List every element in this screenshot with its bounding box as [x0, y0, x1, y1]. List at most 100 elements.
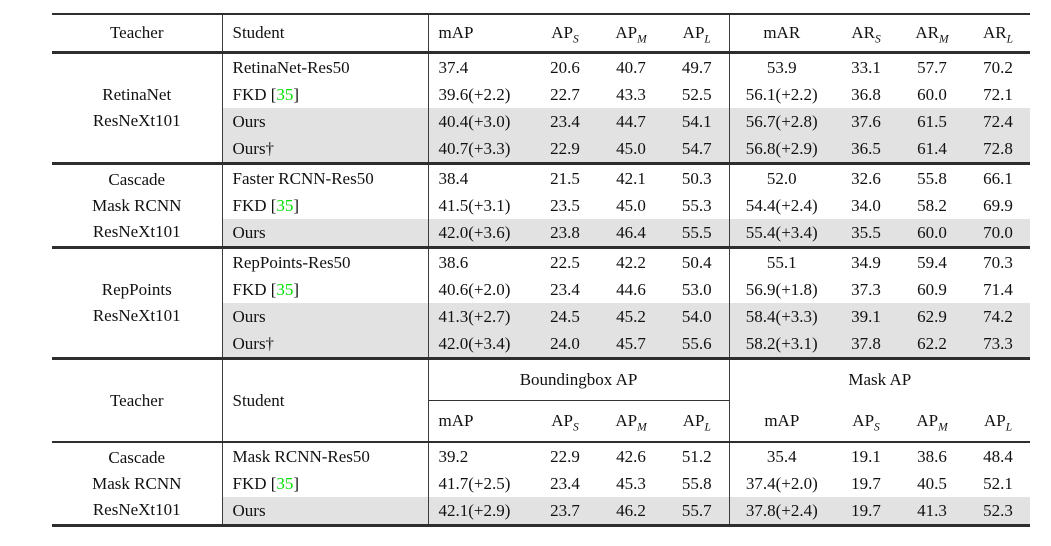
metric-value-cell: 23.8: [533, 219, 597, 248]
citation-link[interactable]: 35: [276, 279, 294, 299]
metric-value-cell: 53.0: [665, 276, 730, 303]
metric-value-cell: 72.4: [966, 108, 1030, 135]
teacher-cell: Cascade Mask RCNN ResNeXt101: [52, 163, 223, 248]
metric-value-cell: 62.2: [898, 330, 966, 357]
citation-link[interactable]: 35: [276, 195, 294, 215]
metric-value-cell: 41.3(+2.7): [428, 303, 533, 330]
teacher-group: RepPoints ResNeXt101 RepPoints-Res50 38.6 22…: [52, 247, 1030, 357]
student-label: FKD [: [232, 473, 277, 493]
metric-value-cell: 39.1: [834, 303, 898, 330]
metric-value-cell: 54.1: [665, 108, 730, 135]
student-column-header: Student: [222, 358, 429, 442]
metric-label: mAP: [438, 411, 474, 430]
metric-value-cell: 41.7(+2.5): [438, 473, 511, 493]
column-header-row: mAP APS APM APL mAP APS APM APL: [52, 400, 1030, 443]
student-label: Ours: [232, 111, 266, 131]
metric-col-header: mAP: [729, 401, 834, 443]
segmentation-table-header: Teacher Student Boundingbox AP Mask AP mAP AP…: [52, 358, 1031, 443]
metric-value-cell: 40.7: [616, 57, 646, 77]
metric-value-cell: 46.4: [597, 219, 665, 248]
teacher-name-line: Cascade: [108, 169, 166, 189]
metric-subscript: M: [939, 33, 949, 46]
metric-value-cell: 52.1: [983, 473, 1013, 493]
metric-value-cell: 46.2: [597, 497, 665, 526]
teacher-group: Cascade Mask RCNN ResNeXt101 Faster RCNN-Re…: [52, 163, 1030, 248]
metric-value-cell: 38.4: [438, 168, 469, 188]
citation-link[interactable]: 35: [276, 473, 294, 493]
student-cell: Ours†: [222, 135, 429, 164]
metric-value-cell: 55.3: [665, 192, 730, 219]
metric-value-cell: 61.5: [898, 108, 966, 135]
metric-value-cell: 22.7: [550, 84, 580, 104]
metric-label: AP: [682, 23, 705, 42]
paper-table-figure: Teacher Student mAP APS APM APL mAR ARS ARM ARL R…: [52, 13, 1031, 527]
metric-value-cell: 42.1: [616, 168, 646, 188]
teacher-column-header: Teacher: [52, 358, 223, 442]
metric-value-cell: 55.8: [917, 168, 947, 188]
metric-subscript: S: [874, 421, 880, 434]
metric-subscript: M: [637, 33, 647, 46]
metric-value-cell: 60.9: [917, 279, 947, 299]
metric-value-cell: 38.6: [438, 252, 469, 272]
metric-label: AP: [615, 411, 638, 430]
result-row-ours: Ours 41.3(+2.7) 24.5 45.2 54.0 58.4(+3.3) 39.1…: [52, 303, 1030, 330]
metric-value-cell: 70.3: [983, 252, 1013, 272]
teacher-cell: RepPoints ResNeXt101: [52, 247, 223, 357]
metric-value-cell: 49.7: [665, 52, 730, 81]
metric-value-cell: 32.6: [851, 168, 881, 188]
metric-value-cell: 21.5: [550, 168, 580, 188]
metric-value-cell: 23.7: [533, 497, 597, 526]
detection-results-table: Teacher Student mAP APS APM APL mAR ARS ARM ARL R…: [52, 13, 1030, 357]
metric-value-cell: 51.2: [665, 442, 730, 470]
metric-value-cell: 42.6: [616, 446, 646, 466]
metric-label: AR: [915, 23, 940, 42]
teacher-name-line: ResNeXt101: [92, 221, 181, 241]
student-label: FKD [: [232, 84, 277, 104]
metric-value-cell: 40.4(+3.0): [428, 108, 533, 135]
metric-value-cell: 59.4: [917, 252, 947, 272]
metric-value-cell: 55.8: [665, 470, 730, 497]
metric-label: mAP: [438, 23, 474, 42]
teacher-name-line: ResNeXt101: [92, 111, 181, 130]
student-cell: FKD [35]: [222, 81, 429, 108]
metric-subscript: L: [1006, 33, 1014, 46]
metric-value-cell: 71.4: [983, 279, 1013, 299]
metric-value-cell: 19.1: [851, 446, 881, 466]
metric-value-cell: 56.9(+1.8): [745, 279, 818, 299]
student-label-suffix: ]: [293, 279, 300, 299]
metric-col-header: APL: [966, 401, 1030, 443]
result-row: RepPoints ResNeXt101 RepPoints-Res50 38.6 22…: [52, 247, 1030, 357]
metric-value-cell: 42.0(+3.6): [428, 219, 533, 248]
metric-label: AP: [983, 410, 1006, 430]
metric-value-cell: 54.4(+2.4): [745, 195, 818, 215]
student-cell: Ours: [222, 108, 429, 135]
metric-value-cell: 22.5: [550, 252, 580, 272]
student-cell: FKD [35]: [222, 276, 429, 303]
student-label-suffix: ]: [293, 473, 300, 493]
citation-link[interactable]: 35: [276, 84, 294, 104]
detection-table-header: Teacher Student mAP APS APM APL mAR ARS ARM ARL: [52, 14, 1030, 53]
metric-value-cell: 41.3: [898, 497, 967, 526]
student-label: Ours†: [232, 138, 275, 158]
metric-col-header: mAR: [729, 14, 834, 53]
metric-label: mAP: [764, 410, 800, 430]
metric-value-cell: 36.8: [851, 84, 881, 104]
mask-ap-span-header: Mask AP: [848, 370, 912, 390]
metric-value-cell: 66.1: [983, 168, 1013, 188]
metric-value-cell: 37.3: [851, 279, 881, 299]
metric-value-cell: 19.7: [851, 473, 881, 493]
metric-col-header: APL: [665, 400, 730, 442]
metric-col-header: ARL: [966, 14, 1030, 53]
metric-label: AP: [615, 23, 638, 42]
teacher-cell: Cascade Mask RCNN ResNeXt101: [52, 442, 223, 526]
student-cell: FKD [35]: [222, 192, 429, 219]
teacher-name-line: ResNeXt101: [92, 499, 181, 519]
metric-value-cell: 55.7: [665, 497, 730, 526]
result-row: RetinaNet ResNeXt101 RetinaNet-Res50 37.4 20…: [52, 52, 1030, 164]
metric-value-cell: 72.1: [983, 84, 1013, 104]
metric-value-cell: 35.5: [834, 219, 898, 248]
student-label: Ours: [232, 222, 266, 242]
teacher-name-line: Mask RCNN: [92, 195, 182, 215]
metric-value-cell: 37.4: [438, 57, 469, 77]
metric-value-cell: 52.0: [766, 168, 797, 188]
